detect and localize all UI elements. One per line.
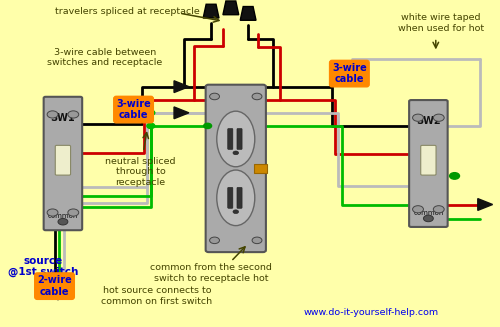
FancyBboxPatch shape bbox=[228, 129, 233, 149]
Polygon shape bbox=[174, 107, 189, 119]
Text: SW2: SW2 bbox=[416, 116, 440, 126]
FancyBboxPatch shape bbox=[237, 129, 242, 149]
Circle shape bbox=[147, 123, 155, 129]
FancyBboxPatch shape bbox=[206, 85, 266, 252]
Circle shape bbox=[233, 151, 238, 155]
Text: SW1: SW1 bbox=[50, 113, 75, 123]
Circle shape bbox=[204, 123, 212, 129]
Circle shape bbox=[210, 237, 220, 244]
Text: common from the second
switch to receptacle hot: common from the second switch to recepta… bbox=[150, 263, 272, 283]
Circle shape bbox=[68, 209, 78, 216]
Text: 3-wire
cable: 3-wire cable bbox=[116, 99, 151, 120]
Polygon shape bbox=[240, 7, 256, 20]
Circle shape bbox=[252, 237, 262, 244]
FancyBboxPatch shape bbox=[44, 97, 82, 230]
Polygon shape bbox=[174, 81, 189, 93]
Text: 2-wire
cable: 2-wire cable bbox=[37, 275, 72, 297]
FancyBboxPatch shape bbox=[237, 187, 242, 208]
Circle shape bbox=[210, 93, 220, 100]
Text: 3-wire
cable: 3-wire cable bbox=[332, 63, 366, 84]
Polygon shape bbox=[48, 289, 68, 300]
Bar bbox=[254, 164, 267, 173]
Text: 3-wire cable between
switches and receptacle: 3-wire cable between switches and recept… bbox=[48, 47, 162, 67]
Text: travelers spliced at receptacle: travelers spliced at receptacle bbox=[54, 7, 200, 16]
Text: common: common bbox=[413, 210, 444, 216]
FancyBboxPatch shape bbox=[420, 145, 436, 175]
Circle shape bbox=[424, 215, 434, 222]
Circle shape bbox=[233, 210, 238, 214]
FancyBboxPatch shape bbox=[409, 100, 448, 227]
Circle shape bbox=[58, 218, 68, 225]
Polygon shape bbox=[203, 4, 219, 18]
Ellipse shape bbox=[217, 111, 255, 167]
Circle shape bbox=[434, 114, 444, 121]
Circle shape bbox=[47, 209, 58, 216]
FancyBboxPatch shape bbox=[56, 145, 70, 175]
Circle shape bbox=[147, 110, 155, 115]
Ellipse shape bbox=[217, 170, 255, 226]
Text: hot source connects to
common on first switch: hot source connects to common on first s… bbox=[101, 286, 212, 306]
Circle shape bbox=[434, 206, 444, 213]
Circle shape bbox=[47, 111, 58, 118]
Text: source
@1st switch: source @1st switch bbox=[8, 256, 78, 277]
Circle shape bbox=[252, 93, 262, 100]
Text: white wire taped
when used for hot: white wire taped when used for hot bbox=[398, 13, 484, 33]
Polygon shape bbox=[223, 1, 238, 15]
Polygon shape bbox=[478, 198, 492, 210]
Text: www.do-it-yourself-help.com: www.do-it-yourself-help.com bbox=[304, 308, 439, 317]
FancyBboxPatch shape bbox=[228, 187, 233, 208]
Circle shape bbox=[412, 206, 424, 213]
Text: common: common bbox=[48, 213, 78, 219]
Text: neutral spliced
through to
receptacle: neutral spliced through to receptacle bbox=[105, 157, 176, 187]
Circle shape bbox=[68, 111, 78, 118]
Circle shape bbox=[450, 173, 460, 179]
Circle shape bbox=[412, 114, 424, 121]
